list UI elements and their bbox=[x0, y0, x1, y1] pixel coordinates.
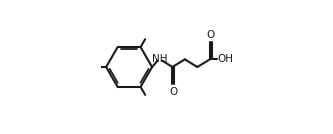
Text: O: O bbox=[206, 30, 215, 40]
Text: O: O bbox=[169, 87, 177, 97]
Text: OH: OH bbox=[217, 54, 233, 64]
Text: NH: NH bbox=[152, 54, 168, 64]
